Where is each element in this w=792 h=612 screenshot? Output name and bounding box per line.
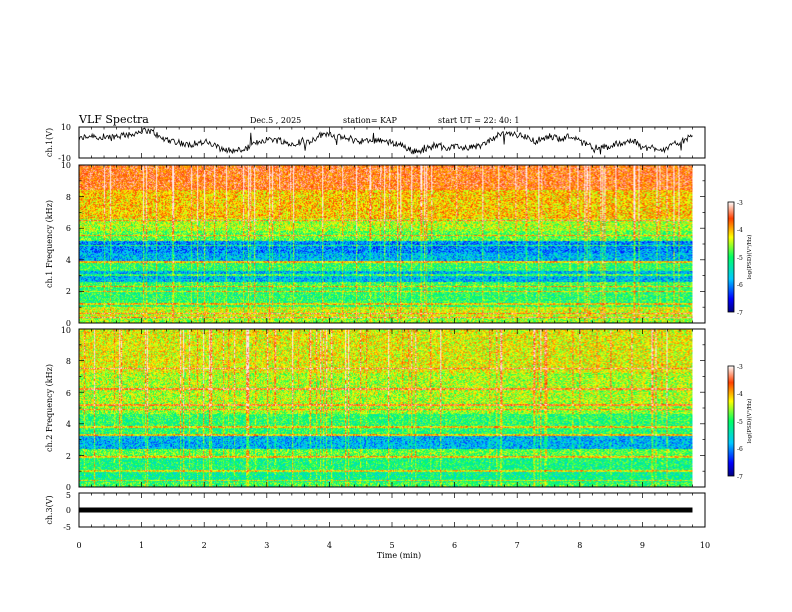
figure-date: Dec.5 , 2025	[250, 116, 301, 125]
ch2-spectrogram-ytick-0: 0	[66, 483, 71, 492]
ch2-spectrogram-ytick-8: 8	[66, 357, 71, 366]
ch1-spectrogram-ytick-0: 0	[66, 319, 71, 328]
ch1-waveform-ytick-top: 10	[61, 123, 71, 132]
ch1-spectrogram-image	[79, 165, 693, 323]
x-axis-tick-label: 3	[264, 541, 269, 550]
ch3-waveform-ytick-top: 5	[66, 491, 71, 500]
ch3-waveform-panel: 5 0 -5 ch.3(V)	[45, 491, 706, 532]
ch1-colorbar-label: log(PSD)(V²/Hz)	[746, 235, 753, 280]
x-axis-tick-label: 10	[700, 541, 710, 550]
ch2-spectrogram-image	[79, 329, 693, 487]
ch3-waveform-ytick-bottom: -5	[63, 523, 71, 532]
ch1-spectrogram-ticks	[78, 164, 706, 324]
ch1-colorbar-tick-m5: -5	[737, 255, 743, 262]
ch1-spectrogram-ytick-2: 2	[66, 287, 71, 296]
ch2-colorbar-tick-m4: -4	[737, 391, 743, 398]
ch2-spectrogram-ylabel: ch.2 Frequency (kHz)	[45, 364, 54, 452]
figure-station: station= KAP	[343, 116, 398, 125]
ch2-spectrogram-ytick-6: 6	[66, 389, 71, 398]
figure-start-time: start UT = 22: 40: 1	[438, 116, 519, 125]
ch2-spectrogram-ytick-4: 4	[66, 420, 71, 429]
x-axis-tick-label: 1	[139, 541, 144, 550]
ch2-colorbar-label: log(PSD)(V²/Hz)	[746, 399, 753, 444]
ch1-spectrogram-ytick-6: 6	[66, 224, 71, 233]
ch3-waveform-ytick-mid: 0	[66, 506, 71, 515]
ch2-colorbar-tick-m7: -7	[737, 474, 743, 481]
figure-title: VLF Spectra	[78, 113, 149, 126]
ch2-spectrogram-panel: 0 2 4 6 8 10 ch.2 Frequency (kHz) -3 -4 …	[45, 326, 753, 492]
ch1-spectrogram-ylabel: ch.1 Frequency (kHz)	[45, 200, 54, 288]
ch1-spectrogram-ytick-10: 10	[61, 161, 71, 170]
x-axis-tick-label: 7	[515, 541, 520, 550]
ch1-waveform-panel: 10 -10 ch.1(V)	[45, 123, 706, 163]
ch1-waveform-ytick-bottom: -10	[58, 154, 71, 163]
ch2-spectrogram-ytick-2: 2	[66, 452, 71, 461]
x-axis-tick-label: 4	[327, 541, 332, 550]
ch1-colorbar-tick-m7: -7	[737, 310, 743, 317]
x-axis-tick-label: 6	[452, 541, 457, 550]
ch2-spectrogram-ticks	[78, 328, 706, 488]
ch3-waveform-trace	[79, 507, 693, 513]
ch3-waveform-ticks	[78, 493, 706, 527]
ch1-spectrogram-ytick-8: 8	[66, 193, 71, 202]
ch1-waveform-ticks	[78, 127, 706, 158]
ch2-colorbar-tick-m3: -3	[737, 364, 743, 371]
ch3-waveform-ylabel: ch.3(V)	[45, 495, 54, 524]
ch2-colorbar-tick-m5: -5	[737, 419, 743, 426]
x-axis-tick-label: 5	[389, 541, 394, 550]
ch1-colorbar-tick-m4: -4	[737, 227, 743, 234]
ch1-waveform-trace	[78, 127, 693, 155]
ch2-colorbar	[727, 365, 735, 477]
x-axis-tick-label: 0	[76, 541, 81, 550]
x-axis-tick-label: 2	[202, 541, 207, 550]
ch1-colorbar-tick-m3: -3	[737, 200, 743, 207]
ch1-spectrogram-ytick-4: 4	[66, 256, 71, 265]
ch1-spectrogram-panel: 0 2 4 6 8 10 ch.1 Frequency (kHz) -3 -4 …	[45, 161, 753, 328]
x-axis-tick-labels: 0 1 2 3 4 5 6 7 8 9 10	[76, 541, 710, 550]
ch1-colorbar-tick-m6: -6	[737, 282, 743, 289]
x-axis-tick-label: 8	[577, 541, 582, 550]
ch1-colorbar	[727, 201, 735, 313]
x-axis-label: Time (min)	[377, 551, 421, 560]
ch1-waveform-ylabel: ch.1(V)	[45, 128, 54, 157]
ch2-colorbar-tick-m6: -6	[737, 446, 743, 453]
x-axis-tick-label: 9	[640, 541, 645, 550]
ch2-spectrogram-ytick-10: 10	[61, 326, 71, 335]
